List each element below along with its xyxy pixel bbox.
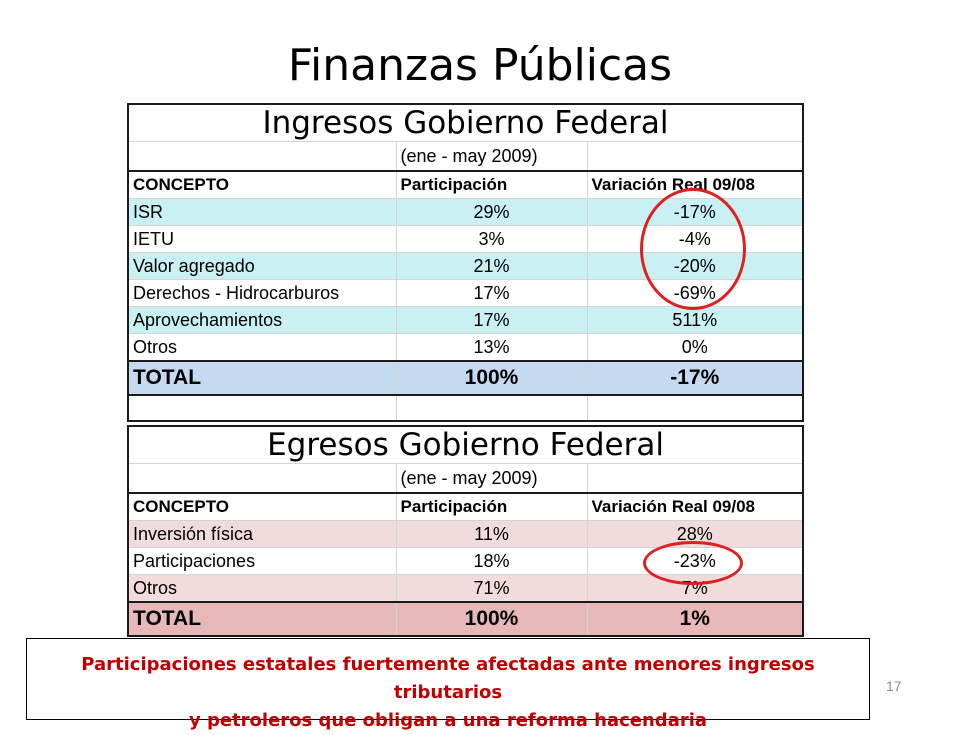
empty-cell xyxy=(127,394,397,422)
table-row: IETU 3% -4% xyxy=(127,225,804,253)
row-concepto: Derechos - Hidrocarburos xyxy=(127,279,397,307)
ingresos-heading: Ingresos Gobierno Federal xyxy=(127,103,804,142)
table-row: Participaciones 18% -23% xyxy=(127,547,804,575)
row-variacion: 0% xyxy=(586,333,804,362)
row-variacion: -20% xyxy=(586,252,804,280)
total-concepto: TOTAL xyxy=(127,360,397,396)
row-participacion: 11% xyxy=(395,520,588,548)
row-variacion: 511% xyxy=(586,306,804,334)
total-row: TOTAL 100% -17% xyxy=(127,360,804,396)
row-concepto: Valor agregado xyxy=(127,252,397,280)
row-participacion: 71% xyxy=(395,574,588,603)
header-concepto: CONCEPTO xyxy=(127,170,397,199)
header-variacion: Variación Real 09/08 xyxy=(586,170,804,199)
table-row: ISR 29% -17% xyxy=(127,198,804,226)
row-variacion: 28% xyxy=(586,520,804,548)
egresos-heading: Egresos Gobierno Federal xyxy=(127,425,804,464)
empty-cell xyxy=(586,141,804,172)
row-concepto: Participaciones xyxy=(127,547,397,575)
row-variacion: -17% xyxy=(586,198,804,226)
table-row: Inversión física 11% 28% xyxy=(127,520,804,548)
empty-cell xyxy=(586,394,804,422)
table-row: Valor agregado 21% -20% xyxy=(127,252,804,280)
total-row: TOTAL 100% 1% xyxy=(127,601,804,637)
callout-box: Participaciones estatales fuertemente af… xyxy=(26,638,870,731)
table-row: Aprovechamientos 17% 511% xyxy=(127,306,804,334)
row-participacion: 3% xyxy=(395,225,588,253)
empty-cell xyxy=(127,141,397,172)
header-variacion: Variación Real 09/08 xyxy=(586,492,804,521)
total-participacion: 100% xyxy=(395,360,588,396)
callout-line-2: y petroleros que obligan a una reforma h… xyxy=(188,710,708,731)
header-participacion: Participación xyxy=(395,170,588,199)
header-participacion: Participación xyxy=(395,492,588,521)
total-variacion: -17% xyxy=(586,360,804,396)
slide-title: Finanzas Públicas xyxy=(287,40,673,91)
row-concepto: Otros xyxy=(127,574,397,603)
table-row: Otros 13% 0% xyxy=(127,333,804,362)
total-concepto: TOTAL xyxy=(127,601,397,637)
egresos-period: (ene - may 2009) xyxy=(395,463,588,494)
empty-cell xyxy=(586,463,804,494)
row-concepto: Otros xyxy=(127,333,397,362)
header-concepto: CONCEPTO xyxy=(127,492,397,521)
row-variacion: -69% xyxy=(586,279,804,307)
egresos-table: Egresos Gobierno Federal (ene - may 2009… xyxy=(127,425,805,637)
total-participacion: 100% xyxy=(395,601,588,637)
table-row: Otros 71% 7% xyxy=(127,574,804,603)
row-variacion: 7% xyxy=(586,574,804,603)
row-participacion: 13% xyxy=(395,333,588,362)
table-row: Derechos - Hidrocarburos 17% -69% xyxy=(127,279,804,307)
callout-line-1: Participaciones estatales fuertemente af… xyxy=(81,654,815,703)
row-participacion: 18% xyxy=(395,547,588,575)
ingresos-table: Ingresos Gobierno Federal (ene - may 200… xyxy=(127,103,804,422)
row-participacion: 29% xyxy=(395,198,588,226)
ingresos-period: (ene - may 2009) xyxy=(395,141,588,172)
row-variacion: -4% xyxy=(586,225,804,253)
empty-cell xyxy=(395,394,588,422)
page-number: 17 xyxy=(886,678,902,694)
row-variacion: -23% xyxy=(586,547,804,575)
total-variacion: 1% xyxy=(586,601,804,637)
row-concepto: IETU xyxy=(127,225,397,253)
row-participacion: 17% xyxy=(395,306,588,334)
row-concepto: ISR xyxy=(127,198,397,226)
row-participacion: 17% xyxy=(395,279,588,307)
row-concepto: Inversión física xyxy=(127,520,397,548)
row-concepto: Aprovechamientos xyxy=(127,306,397,334)
empty-cell xyxy=(127,463,397,494)
row-participacion: 21% xyxy=(395,252,588,280)
